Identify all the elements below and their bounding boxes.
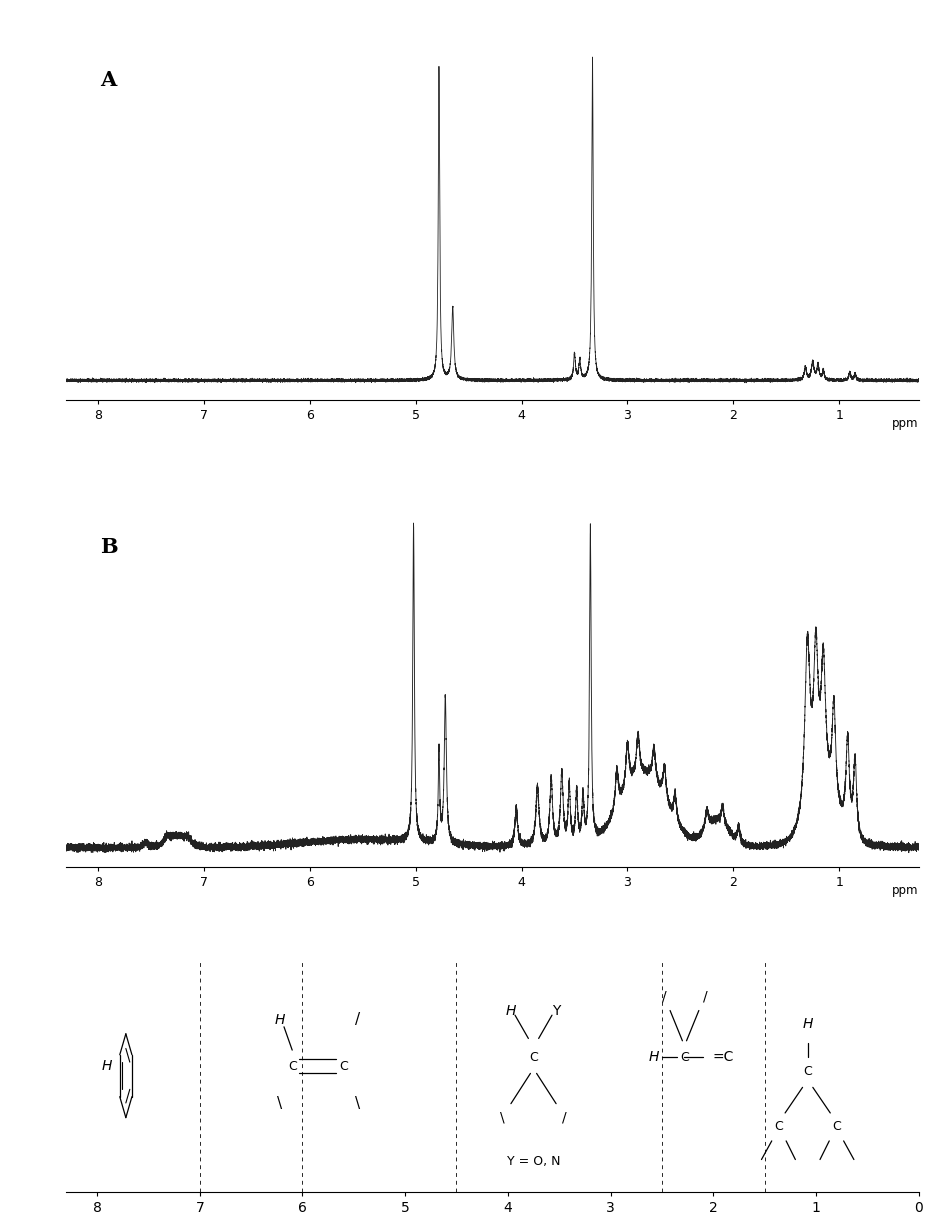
Text: /: / xyxy=(703,989,707,1004)
Text: \: \ xyxy=(500,1111,505,1125)
Text: \: \ xyxy=(355,1096,361,1111)
Text: /: / xyxy=(662,989,667,1004)
Text: C: C xyxy=(529,1051,538,1063)
Text: C: C xyxy=(339,1059,348,1073)
Text: ppm: ppm xyxy=(892,885,919,897)
Text: H: H xyxy=(275,1013,285,1027)
Text: A: A xyxy=(100,70,116,90)
Text: B: B xyxy=(100,537,118,557)
Text: /: / xyxy=(562,1111,566,1125)
Text: H: H xyxy=(649,1050,659,1064)
Text: Y = O, N: Y = O, N xyxy=(507,1155,561,1169)
Text: ppm: ppm xyxy=(892,417,919,430)
Text: C: C xyxy=(775,1121,783,1133)
Text: H: H xyxy=(506,1004,516,1018)
Text: C: C xyxy=(288,1059,296,1073)
Text: /: / xyxy=(355,1013,361,1027)
Text: \: \ xyxy=(277,1096,282,1111)
Text: =C: =C xyxy=(713,1050,734,1064)
Text: C: C xyxy=(680,1051,688,1063)
Text: H: H xyxy=(802,1018,813,1031)
Text: Y: Y xyxy=(552,1004,561,1018)
Text: C: C xyxy=(803,1064,813,1078)
Text: C: C xyxy=(832,1121,841,1133)
Text: H: H xyxy=(101,1059,112,1073)
